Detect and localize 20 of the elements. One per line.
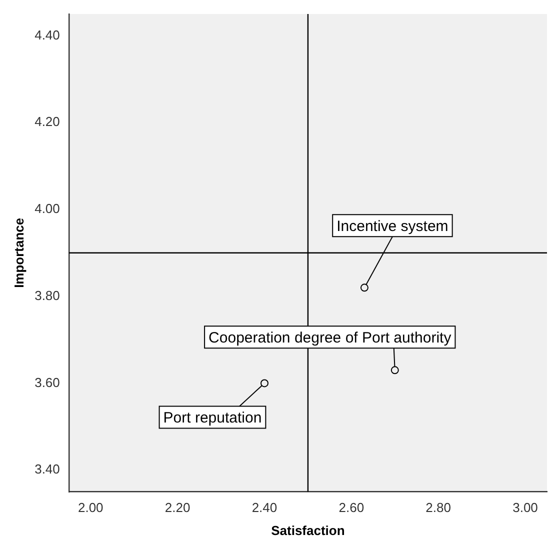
annotation: Incentive system [336, 218, 448, 235]
x-axis-title: Satisfaction [271, 522, 345, 538]
annotation: Cooperation degree of Port authority [208, 329, 452, 346]
annotation: Port reputation [163, 409, 262, 426]
point [390, 366, 399, 374]
y-tick-label: 3.40 [34, 462, 60, 477]
y-tick-label: 4.40 [34, 27, 60, 42]
point [260, 379, 268, 388]
x-tick-label: 3.00 [512, 500, 538, 516]
point [360, 284, 368, 292]
y-tick-label: 4.20 [34, 114, 60, 130]
x-tick-label: 2.80 [426, 500, 451, 516]
x-tick-label: 2.00 [78, 500, 104, 516]
y-tick-label: 3.80 [34, 288, 60, 303]
y-axis-title: Importance [11, 218, 26, 288]
x-tick-label: 2.20 [164, 500, 190, 516]
x-tick-label: 2.40 [252, 500, 278, 516]
y-tick-label: 3.60 [34, 374, 60, 390]
y-tick-label: 4.00 [34, 201, 60, 216]
x-tick-label: 2.60 [338, 500, 364, 516]
